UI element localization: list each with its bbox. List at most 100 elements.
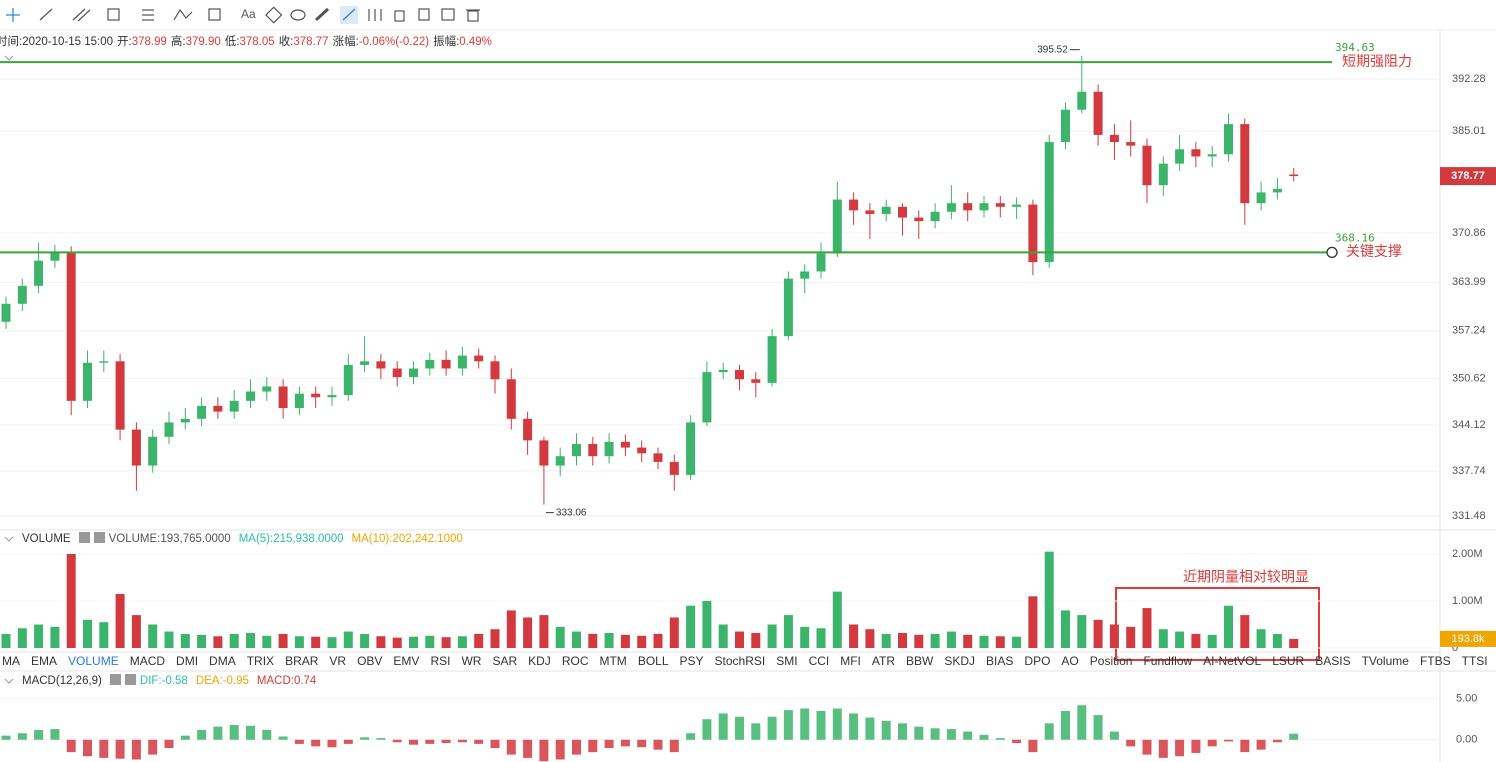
min-label: 333.06: [556, 507, 587, 518]
candle-body: [229, 400, 239, 412]
measure-tool[interactable]: [208, 8, 221, 21]
candle-body: [490, 361, 500, 380]
volume-bar: [376, 636, 386, 648]
indicator-tab[interactable]: BRAR: [285, 654, 319, 668]
volume-bar: [1077, 615, 1087, 648]
pen-tool[interactable]: [342, 8, 356, 21]
macd-bar: [311, 739, 321, 747]
volume-bar: [995, 636, 1005, 648]
horizontal-line-value: 368.16: [1335, 231, 1375, 244]
pane-close[interactable]: [93, 532, 105, 543]
magnet-tool[interactable]: [290, 9, 306, 21]
collapse-icon[interactable]: [4, 536, 14, 542]
collapse-icon[interactable]: [4, 678, 14, 684]
candle-body: [898, 206, 907, 218]
candle-body: [1093, 91, 1103, 135]
candle-body: [1224, 124, 1233, 155]
indicator-tab[interactable]: WR: [461, 654, 481, 668]
rect-tool[interactable]: [107, 8, 120, 21]
indicator-tab[interactable]: BBW: [906, 654, 934, 668]
macd-bar: [1093, 715, 1103, 740]
volume-bar: [1224, 605, 1233, 648]
indicator-tab[interactable]: ATR: [872, 654, 895, 668]
y-tick-label: 0: [1452, 642, 1458, 654]
macd-bar: [1, 735, 11, 740]
candle-body: [392, 368, 402, 378]
indicator-tab[interactable]: Position: [1090, 654, 1133, 668]
indicator-tab[interactable]: ROC: [562, 654, 589, 668]
brush-tool[interactable]: [265, 6, 283, 24]
volume-bar: [409, 636, 418, 648]
indicator-tab[interactable]: LSUR: [1272, 654, 1304, 668]
ruler-tool[interactable]: [314, 7, 330, 22]
macd-bar: [620, 739, 630, 747]
indicator-tab[interactable]: VR: [329, 654, 346, 668]
collapse-icon[interactable]: [4, 55, 14, 61]
indicator-tab[interactable]: BOLL: [638, 654, 669, 668]
volume-bar: [1158, 629, 1168, 648]
wave-tool[interactable]: [173, 8, 193, 21]
indicator-tab[interactable]: StochRSI: [715, 654, 766, 668]
indicator-tab[interactable]: MA: [2, 654, 20, 668]
pane-close[interactable]: [124, 674, 136, 685]
screenshot-tool[interactable]: [441, 8, 455, 21]
macd-bar: [1061, 710, 1070, 740]
indicator-tab[interactable]: EMA: [31, 654, 57, 668]
candle-body: [197, 405, 207, 419]
indicator-tab[interactable]: KDJ: [528, 654, 551, 668]
indicator-tab[interactable]: SKDJ: [944, 654, 975, 668]
pane-settings[interactable]: [78, 532, 90, 543]
indicator-tab[interactable]: OBV: [357, 654, 382, 668]
indicator-tab[interactable]: TRIX: [247, 654, 274, 668]
indicator-tab[interactable]: BIAS: [986, 654, 1013, 668]
indicator-tab[interactable]: TVolume: [1362, 654, 1410, 668]
indicator-tab[interactable]: BASIS: [1315, 654, 1350, 668]
text-tool[interactable]: Aa: [241, 7, 256, 21]
channel-tool[interactable]: [72, 8, 86, 21]
macd-bar: [409, 739, 418, 745]
candle-body: [1289, 174, 1299, 177]
line-tool[interactable]: [39, 8, 53, 21]
indicator-tab[interactable]: PSY: [680, 654, 704, 668]
volume-bar: [1207, 634, 1217, 648]
indicator-tab[interactable]: Fundflow: [1143, 654, 1192, 668]
indicator-tab[interactable]: MACD: [130, 654, 166, 668]
indicator-tab[interactable]: EMV: [393, 654, 419, 668]
volume-bar: [881, 633, 891, 648]
indicator-tab[interactable]: MTM: [599, 654, 626, 668]
copy-tool[interactable]: [418, 8, 430, 21]
candle-body: [669, 461, 679, 475]
channel-tool[interactable]: [77, 9, 91, 22]
volume-bar: [669, 617, 679, 648]
indicator-tab[interactable]: MFI: [840, 654, 861, 668]
toolbar: [6, 6, 480, 24]
indicator-tab[interactable]: TTSI: [1462, 654, 1488, 668]
volume-bar: [131, 615, 141, 648]
macd-bar: [865, 717, 875, 740]
indicator-tab[interactable]: SAR: [492, 654, 517, 668]
indicator-tab[interactable]: AO: [1061, 654, 1078, 668]
candle-body: [376, 361, 386, 369]
lock-tool[interactable]: [394, 10, 405, 22]
volume-bar: [653, 633, 663, 648]
indicator-tab[interactable]: CCI: [809, 654, 830, 668]
indicator-tab[interactable]: SMI: [776, 654, 797, 668]
volume-bar: [930, 633, 940, 648]
macd-bar: [34, 729, 44, 740]
macd-bar: [425, 739, 435, 744]
pane-settings[interactable]: [109, 674, 121, 685]
candle-body: [735, 369, 744, 380]
delete-tool[interactable]: [467, 10, 479, 22]
indicator-tab[interactable]: RSI: [430, 654, 450, 668]
macd-bar: [718, 713, 728, 740]
indicator-tab[interactable]: DMA: [209, 654, 236, 668]
indicator-tab[interactable]: DPO: [1024, 654, 1050, 668]
volume-bar: [1093, 619, 1103, 648]
volume-bar: [278, 633, 288, 648]
macd-bar: [1272, 739, 1282, 743]
indicator-tab[interactable]: AI-NetVOL: [1203, 654, 1261, 668]
indicator-tab[interactable]: VOLUME: [68, 654, 119, 668]
indicator-tab[interactable]: FTBS: [1420, 654, 1451, 668]
indicator-tab[interactable]: DMI: [176, 654, 198, 668]
